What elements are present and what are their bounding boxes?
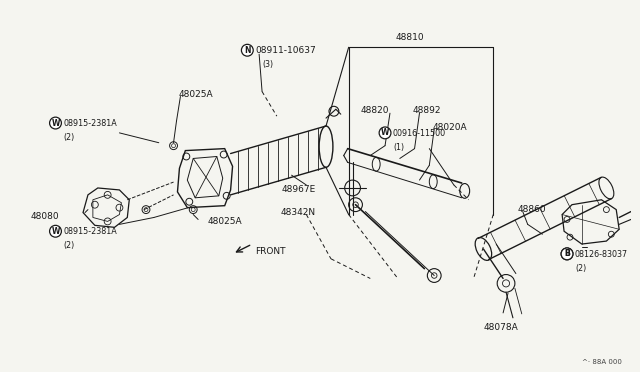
Text: 48025A: 48025A: [179, 90, 213, 99]
Text: (3): (3): [262, 60, 273, 69]
Circle shape: [49, 225, 61, 237]
Text: FRONT: FRONT: [255, 247, 285, 256]
Text: 08126-83037: 08126-83037: [575, 250, 628, 259]
Text: 08915-2381A: 08915-2381A: [63, 119, 117, 128]
Text: 08911-10637: 08911-10637: [255, 46, 316, 55]
Circle shape: [241, 44, 253, 56]
Text: W: W: [51, 227, 60, 236]
Text: (1): (1): [393, 143, 404, 152]
Text: 48892: 48892: [413, 106, 441, 115]
Text: 48020A: 48020A: [432, 123, 467, 132]
Text: ^· 88A 000: ^· 88A 000: [582, 359, 621, 365]
Circle shape: [561, 248, 573, 260]
Text: B: B: [564, 249, 570, 259]
Text: W: W: [381, 128, 389, 137]
Text: 48810: 48810: [396, 32, 424, 42]
Text: 48860: 48860: [518, 205, 547, 214]
Text: 00916-11500: 00916-11500: [393, 129, 446, 138]
Text: 48967E: 48967E: [282, 185, 316, 194]
Text: 08915-2381A: 08915-2381A: [63, 227, 117, 236]
Text: (2): (2): [63, 241, 75, 250]
Text: 48342N: 48342N: [281, 208, 316, 217]
Text: 48820: 48820: [360, 106, 389, 115]
Text: 48025A: 48025A: [208, 218, 243, 227]
Circle shape: [561, 248, 573, 260]
Text: 48080: 48080: [31, 212, 60, 221]
Text: N: N: [244, 46, 251, 55]
Circle shape: [49, 117, 61, 129]
Circle shape: [379, 127, 391, 139]
Text: 48078A: 48078A: [483, 323, 518, 332]
Text: B: B: [564, 249, 570, 259]
Text: W: W: [51, 119, 60, 128]
Text: (2): (2): [575, 264, 586, 273]
Text: (2): (2): [63, 133, 75, 142]
